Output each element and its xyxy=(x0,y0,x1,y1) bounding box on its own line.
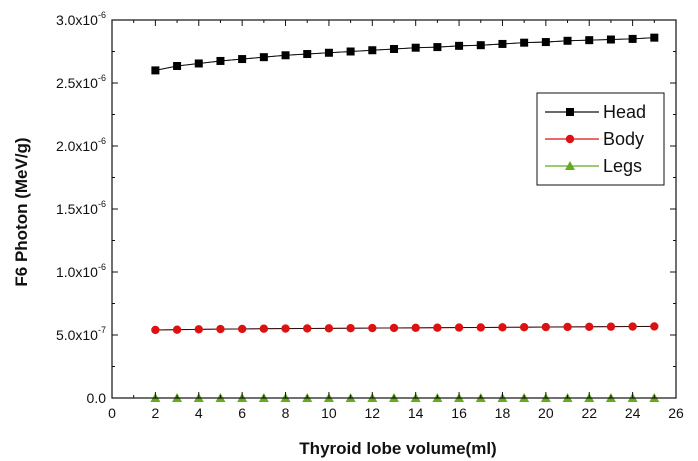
y-tick-label: 2.0x10-6 xyxy=(56,136,106,154)
data-point-body xyxy=(563,322,572,332)
data-point-body xyxy=(628,322,637,331)
x-tick-label: 16 xyxy=(451,405,467,421)
data-point-head xyxy=(238,55,247,64)
legend-label-legs: Legs xyxy=(603,156,642,176)
legend-marker-body xyxy=(565,134,575,144)
x-tick-label: 24 xyxy=(625,405,641,421)
legend: Head Body Legs xyxy=(536,92,665,186)
data-point-body xyxy=(389,323,399,333)
data-point-head xyxy=(455,41,464,50)
plot-area xyxy=(150,33,660,402)
data-point-body xyxy=(411,323,420,333)
axes xyxy=(111,19,677,399)
x-tick-label: 6 xyxy=(238,405,246,421)
data-point-body xyxy=(368,323,377,333)
data-point-body xyxy=(216,324,225,334)
data-point-body xyxy=(541,322,551,332)
data-point-head xyxy=(324,48,333,57)
data-point-body xyxy=(519,322,529,332)
legend-label-body: Body xyxy=(603,129,644,149)
data-point-body xyxy=(585,322,594,332)
data-point-head xyxy=(520,38,529,47)
y-tick-label: 2.5x10-6 xyxy=(56,73,106,91)
data-point-head xyxy=(628,34,637,43)
y-tick-label: 1.0x10-6 xyxy=(56,262,106,280)
data-point-head xyxy=(563,36,572,45)
x-tick-label: 26 xyxy=(668,405,684,421)
data-point-head xyxy=(411,43,420,52)
plot-frame xyxy=(111,19,677,399)
x-tick-label: 18 xyxy=(495,405,511,421)
data-point-body xyxy=(281,324,290,333)
data-point-body xyxy=(303,324,312,333)
x-tick-label: 22 xyxy=(581,405,597,421)
x-tick-label: 8 xyxy=(282,405,290,421)
data-point-head xyxy=(585,36,594,45)
data-point-head xyxy=(498,39,507,48)
data-point-head xyxy=(194,59,203,68)
legend-marker-head xyxy=(566,108,574,116)
y-axis-title: F6 Photon (MeV/g) xyxy=(12,137,31,286)
data-point-head xyxy=(346,47,355,56)
y-tick-label: 5.0x10-7 xyxy=(56,325,106,343)
data-point-head xyxy=(303,50,312,59)
data-point-body xyxy=(476,323,485,332)
x-tick-label: 2 xyxy=(151,405,159,421)
data-point-head xyxy=(433,43,442,52)
data-point-body xyxy=(151,325,160,335)
data-point-body xyxy=(259,324,269,333)
legend-label-head: Head xyxy=(603,102,646,122)
data-point-head xyxy=(216,56,225,65)
data-point-head xyxy=(259,53,268,62)
data-point-head xyxy=(476,41,485,50)
data-point-body xyxy=(324,324,334,333)
data-point-head xyxy=(173,61,182,70)
data-point-body xyxy=(237,324,247,334)
x-tick-label: 4 xyxy=(195,405,203,421)
data-point-body xyxy=(172,325,182,334)
legend-marker-legs xyxy=(565,161,575,170)
x-tick-label: 10 xyxy=(321,405,337,421)
data-point-head xyxy=(390,44,398,53)
x-tick-label: 20 xyxy=(538,405,554,421)
data-point-head xyxy=(368,46,377,55)
data-point-head xyxy=(151,66,160,75)
x-tick-label: 0 xyxy=(108,405,116,421)
data-point-head xyxy=(541,38,550,47)
tick-labels: 0 2 4 6 8 10 12 14 16 18 20 22 24 260.05.0x10-71.0x10… xyxy=(56,10,684,421)
series-body xyxy=(151,322,659,335)
x-tick-label: 14 xyxy=(408,405,424,421)
series-trace-head xyxy=(155,37,655,71)
y-tick-label: 1.5x10-6 xyxy=(56,199,106,217)
data-point-body xyxy=(498,323,507,332)
x-tick-label: 12 xyxy=(365,405,381,421)
data-point-head xyxy=(606,35,615,44)
x-axis-title: Thyroid lobe volume(ml) xyxy=(299,439,496,458)
data-point-body xyxy=(454,323,464,332)
data-point-head xyxy=(650,33,659,42)
y-tick-label: 3.0x10-6 xyxy=(56,10,106,28)
series-line-head xyxy=(155,37,655,71)
data-point-body xyxy=(433,323,442,332)
data-point-body xyxy=(346,323,355,333)
series-head xyxy=(151,33,659,75)
data-point-body xyxy=(606,322,616,331)
data-point-head xyxy=(281,51,290,60)
data-point-body xyxy=(650,322,659,331)
y-tick-label: 0.0 xyxy=(87,390,107,406)
data-point-body xyxy=(194,325,203,334)
